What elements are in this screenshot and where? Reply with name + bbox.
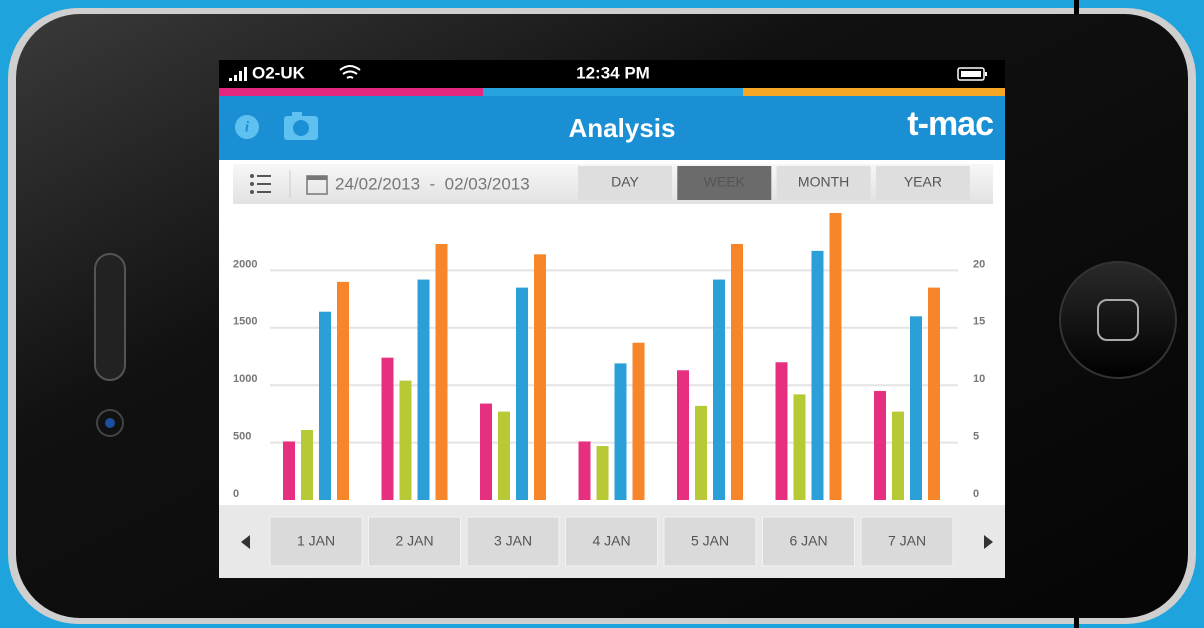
bar [830,213,842,500]
bar [498,412,510,500]
screenshot: O2-UK 12:34 PM i Analysis t-mac 24/02/20… [0,0,1204,628]
bar [319,312,331,500]
home-button[interactable] [1060,262,1176,378]
camera-icon-top [292,112,302,118]
bar [812,251,824,500]
bar [633,343,645,500]
bar [516,288,528,500]
camera-glass [105,418,115,428]
menu-icon[interactable] [250,174,271,194]
y-tick-label: 0 [233,488,239,500]
bar [892,412,904,500]
bar [713,280,725,500]
y-tick-label: 500 [233,431,251,443]
bar [382,358,394,500]
calendar-top [307,176,327,180]
bar [597,446,609,500]
bar [874,391,886,500]
bar [776,362,788,500]
bar [436,244,448,500]
bar [615,363,627,500]
x-tick-label[interactable]: 2 JAN [395,533,433,549]
y-tick-label: 1000 [233,373,257,385]
y2-tick-label: 5 [973,431,979,443]
period-label[interactable]: MONTH [798,174,849,190]
x-tick-label[interactable]: 7 JAN [888,533,926,549]
side-button [1074,0,1079,14]
strip [219,88,483,96]
strip [483,88,743,96]
bar [400,381,412,500]
x-tick-label[interactable]: 4 JAN [592,533,630,549]
camera-icon-lens [293,120,309,136]
bar [579,441,591,500]
battery-tip [985,72,987,76]
page: O2-UK 12:34 PM i Analysis t-mac 24/02/20… [0,0,1204,628]
y2-tick-label: 0 [973,488,979,500]
x-tick-label[interactable]: 6 JAN [789,533,827,549]
x-tick-label[interactable]: 3 JAN [494,533,532,549]
bar [677,370,689,500]
y2-tick-label: 20 [973,258,985,270]
date-range[interactable]: 24/02/2013 - 02/03/2013 [335,174,530,193]
y-tick-label: 2000 [233,258,257,270]
speaker [95,254,125,380]
bar [910,316,922,500]
y2-tick-label: 15 [973,316,985,328]
period-label[interactable]: YEAR [904,174,942,190]
period-label[interactable]: DAY [611,174,639,190]
bar [301,430,313,500]
clock: 12:34 PM [576,63,650,82]
bar [794,394,806,500]
x-tick-label[interactable]: 1 JAN [297,533,335,549]
y-tick-label: 1500 [233,316,257,328]
side-button [1074,618,1079,628]
y2-tick-label: 10 [973,373,985,385]
bar [337,282,349,500]
logo: t-mac [907,105,993,143]
bar [480,404,492,500]
strip [743,88,1005,96]
battery-level [961,71,981,77]
bar [534,254,546,500]
screen-title: Analysis [569,113,676,143]
bar [695,406,707,500]
x-tick-label[interactable]: 5 JAN [691,533,729,549]
camera-icon[interactable] [284,112,318,140]
carrier: O2-UK [252,63,306,82]
bar [283,441,295,500]
bar [418,280,430,500]
period-label[interactable]: WEEK [704,174,746,190]
bar [731,244,743,500]
bar [928,288,940,500]
